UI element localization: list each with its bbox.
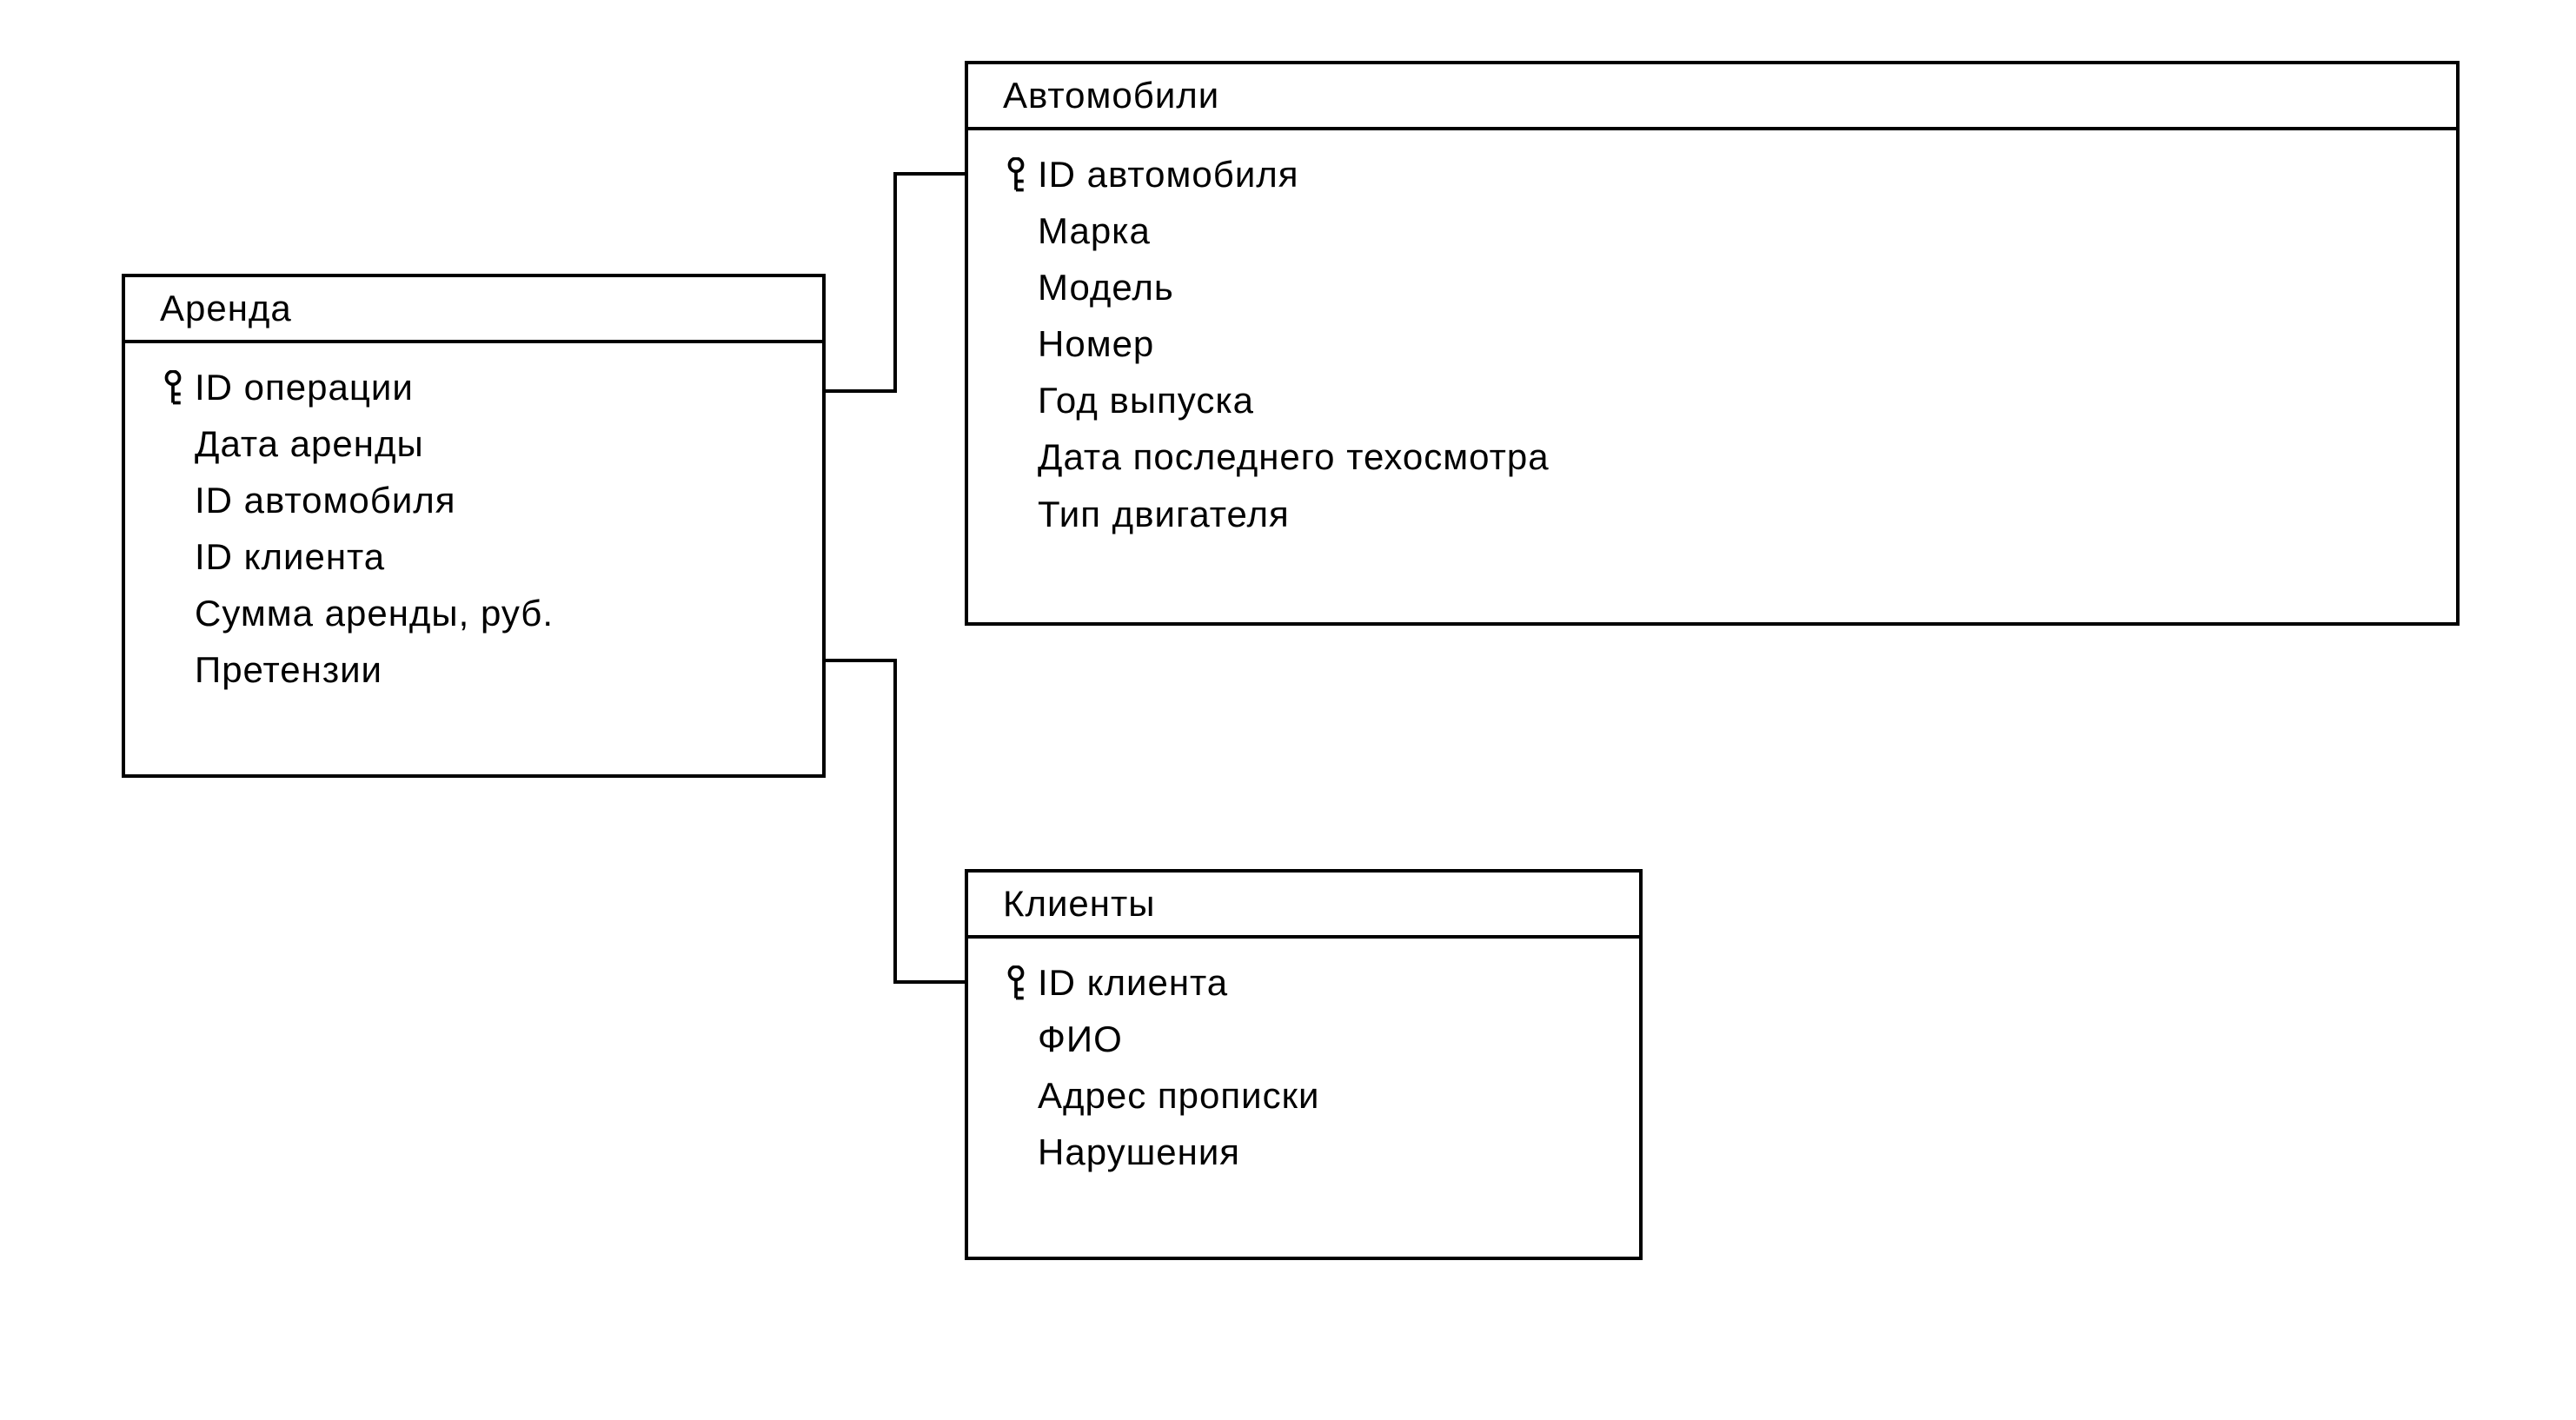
entity-cars-body: ID автомобиляМаркаМодельНомерГод выпуска…: [968, 130, 2456, 563]
field-row: Адрес прописки: [994, 1067, 1613, 1124]
field-row: ID клиента: [151, 528, 796, 585]
field-row: Год выпуска: [994, 372, 2430, 428]
field-row: Модель: [994, 259, 2430, 315]
field-label: Дата последнего техосмотра: [1038, 428, 2430, 485]
field-label: ФИО: [1038, 1011, 1613, 1067]
entity-clients-body: ID клиентаФИОАдрес пропискиНарушения: [968, 939, 1639, 1201]
entity-rental-body: ID операцииДата арендыID автомобиляID кл…: [125, 343, 822, 720]
field-label: Номер: [1038, 315, 2430, 372]
field-row: ФИО: [994, 1011, 1613, 1067]
field-label: Претензии: [195, 641, 796, 698]
field-label: Дата аренды: [195, 415, 796, 472]
key-icon: [1003, 157, 1029, 192]
entity-rental: Аренда ID операцииДата арендыID автомоби…: [122, 274, 826, 778]
field-label: Модель: [1038, 259, 2430, 315]
key-icon: [1003, 965, 1029, 1000]
key-icon: [160, 370, 186, 405]
field-row: Марка: [994, 202, 2430, 259]
field-row: Нарушения: [994, 1124, 1613, 1180]
entity-cars: Автомобили ID автомобиляМаркаМодельНомер…: [965, 61, 2460, 626]
er-diagram: Аренда ID операцииДата арендыID автомоби…: [0, 0, 2576, 1420]
field-label: ID клиента: [195, 528, 796, 585]
field-label: Тип двигателя: [1038, 486, 2430, 542]
field-row: ID автомобиля: [994, 146, 2430, 202]
connector-rental-clients: [826, 660, 965, 982]
field-label: Марка: [1038, 202, 2430, 259]
field-row: Номер: [994, 315, 2430, 372]
field-label: Сумма аренды, руб.: [195, 585, 796, 641]
entity-rental-title: Аренда: [125, 277, 822, 343]
field-row: Дата аренды: [151, 415, 796, 472]
key-col: [994, 965, 1038, 1000]
field-row: ID операции: [151, 359, 796, 415]
field-row: Сумма аренды, руб.: [151, 585, 796, 641]
key-col: [994, 157, 1038, 192]
field-label: ID автомобиля: [1038, 146, 2430, 202]
entity-clients: Клиенты ID клиентаФИОАдрес пропискиНаруш…: [965, 869, 1643, 1260]
entity-cars-title: Автомобили: [968, 64, 2456, 130]
field-label: Адрес прописки: [1038, 1067, 1613, 1124]
field-label: ID автомобиля: [195, 472, 796, 528]
field-row: ID клиента: [994, 954, 1613, 1011]
field-label: ID клиента: [1038, 954, 1613, 1011]
field-row: ID автомобиля: [151, 472, 796, 528]
field-label: Нарушения: [1038, 1124, 1613, 1180]
field-row: Тип двигателя: [994, 486, 2430, 542]
field-label: Год выпуска: [1038, 372, 2430, 428]
field-row: Претензии: [151, 641, 796, 698]
key-col: [151, 370, 195, 405]
entity-clients-title: Клиенты: [968, 873, 1639, 939]
connector-rental-cars: [826, 174, 965, 391]
field-label: ID операции: [195, 359, 796, 415]
field-row: Дата последнего техосмотра: [994, 428, 2430, 485]
